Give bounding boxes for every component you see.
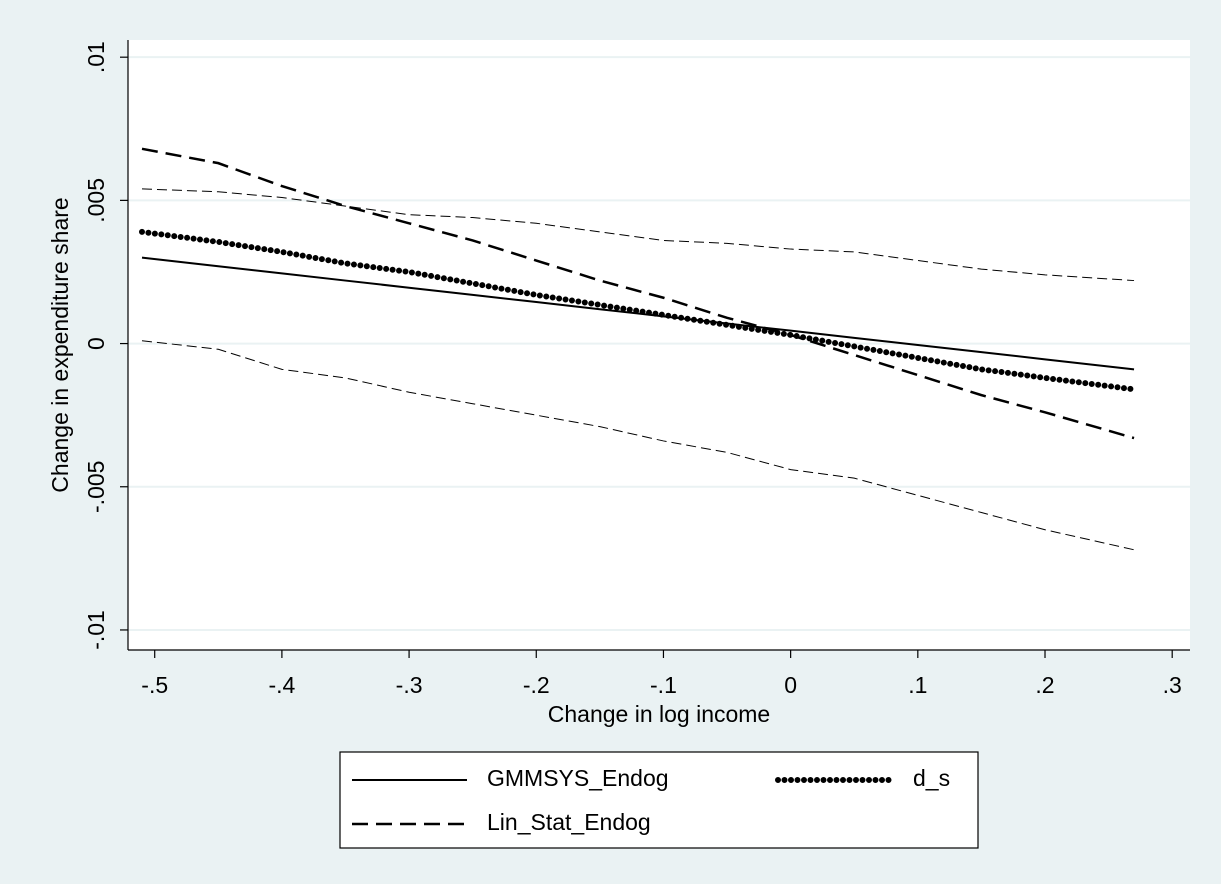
series-line xyxy=(138,228,1138,393)
series-line xyxy=(141,147,1135,440)
x-tick-label: -.5 xyxy=(141,672,168,698)
x-tick-label: -.2 xyxy=(523,672,550,698)
legend-label: GMMSYS_Endog xyxy=(487,765,669,791)
x-tick-label: 0 xyxy=(784,672,797,698)
x-tick-label: .3 xyxy=(1163,672,1182,698)
x-tick-label: -.1 xyxy=(650,672,677,698)
series-line xyxy=(141,188,1135,282)
legend xyxy=(339,751,979,849)
plot-area xyxy=(128,40,1190,650)
legend-label: d_s xyxy=(913,765,950,791)
y-tick-label: 0 xyxy=(83,337,109,350)
x-tick-label: -.3 xyxy=(396,672,423,698)
y-tick-label: .005 xyxy=(83,178,109,223)
y-axis-title: Change in expenditure share xyxy=(47,197,73,492)
x-axis-title: Change in log income xyxy=(548,701,770,727)
series-line xyxy=(141,256,1135,371)
legend-label: Lin_Stat_Endog xyxy=(487,809,651,835)
y-tick-label: -.005 xyxy=(83,461,109,513)
y-tick-label: .01 xyxy=(83,41,109,73)
series-line xyxy=(141,340,1135,551)
x-tick-label: -.4 xyxy=(268,672,295,698)
x-tick-label: .1 xyxy=(908,672,927,698)
y-tick-label: -.01 xyxy=(83,610,109,650)
x-tick-label: .2 xyxy=(1035,672,1054,698)
